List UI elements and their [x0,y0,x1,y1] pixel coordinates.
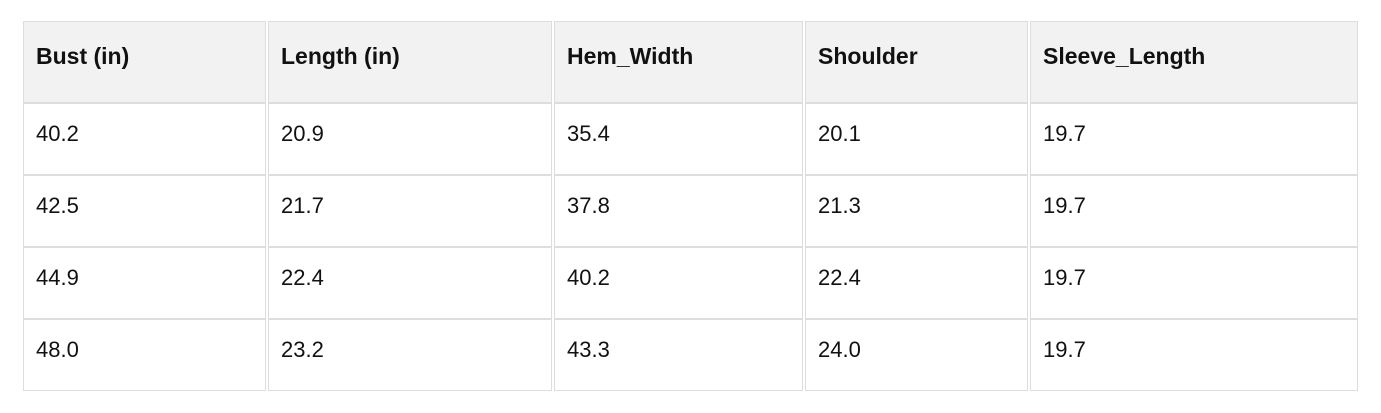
cell-hem-width: 35.4 [554,103,803,175]
column-header-bust: Bust (in) [23,21,266,103]
column-header-length: Length (in) [268,21,552,103]
cell-bust: 40.2 [23,103,266,175]
header-row: Bust (in) Length (in) Hem_Width Shoulder… [23,21,1358,103]
table-header: Bust (in) Length (in) Hem_Width Shoulder… [23,21,1358,103]
column-header-shoulder: Shoulder [805,21,1028,103]
cell-bust: 48.0 [23,319,266,391]
measurement-table: Bust (in) Length (in) Hem_Width Shoulder… [21,21,1360,391]
table-row: 44.9 22.4 40.2 22.4 19.7 [23,247,1358,319]
table-row: 42.5 21.7 37.8 21.3 19.7 [23,175,1358,247]
cell-bust: 44.9 [23,247,266,319]
column-header-sleeve-length: Sleeve_Length [1030,21,1358,103]
cell-length: 23.2 [268,319,552,391]
table-row: 48.0 23.2 43.3 24.0 19.7 [23,319,1358,391]
cell-sleeve-length: 19.7 [1030,103,1358,175]
cell-hem-width: 37.8 [554,175,803,247]
cell-sleeve-length: 19.7 [1030,319,1358,391]
cell-sleeve-length: 19.7 [1030,175,1358,247]
cell-shoulder: 20.1 [805,103,1028,175]
cell-sleeve-length: 19.7 [1030,247,1358,319]
cell-shoulder: 21.3 [805,175,1028,247]
cell-length: 21.7 [268,175,552,247]
cell-hem-width: 43.3 [554,319,803,391]
cell-shoulder: 22.4 [805,247,1028,319]
cell-length: 20.9 [268,103,552,175]
cell-bust: 42.5 [23,175,266,247]
table-body: 40.2 20.9 35.4 20.1 19.7 42.5 21.7 37.8 … [23,103,1358,391]
table-row: 40.2 20.9 35.4 20.1 19.7 [23,103,1358,175]
column-header-hem-width: Hem_Width [554,21,803,103]
cell-shoulder: 24.0 [805,319,1028,391]
cell-hem-width: 40.2 [554,247,803,319]
cell-length: 22.4 [268,247,552,319]
